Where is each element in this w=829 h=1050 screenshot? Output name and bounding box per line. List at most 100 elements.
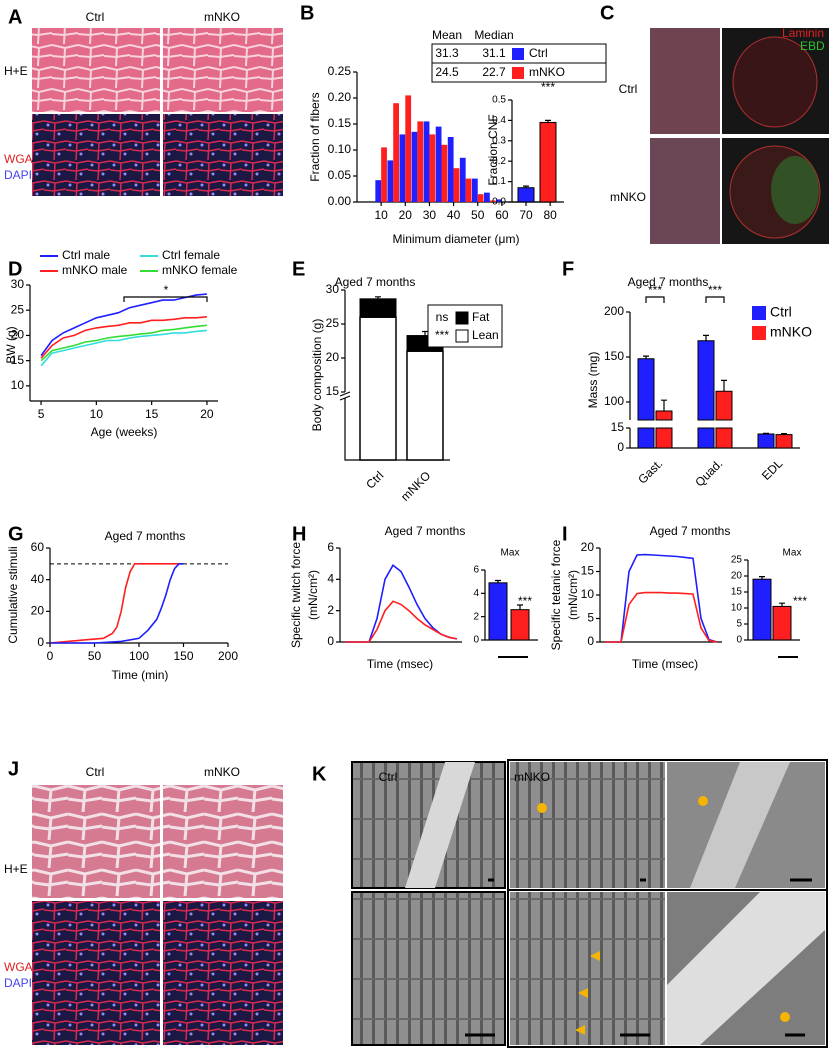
- x-tick-label: 50: [471, 208, 485, 222]
- column-label: mNKO: [204, 765, 240, 779]
- y-tick-label: 0.15: [328, 116, 352, 130]
- bar: [441, 144, 448, 202]
- error-bar: [495, 579, 501, 583]
- column-label: Ctrl: [86, 10, 105, 24]
- panel-label: J: [8, 758, 19, 780]
- y-tick-label: 0.3: [492, 135, 506, 146]
- y-tick-label: 60: [31, 540, 45, 554]
- legend-label: Ctrl female: [162, 248, 220, 262]
- panel-label: A: [8, 6, 22, 28]
- y-tick-label: 5: [587, 611, 594, 625]
- panel-label: G: [8, 523, 24, 545]
- bar: [637, 358, 655, 449]
- image: [32, 901, 160, 1045]
- panel-label: B: [300, 2, 314, 24]
- series-line: [40, 324, 207, 362]
- y-tick-label: 10: [731, 603, 743, 614]
- bar: [775, 434, 793, 449]
- legend-label: mNKO female: [162, 263, 238, 277]
- y-tick-label: 25: [326, 316, 340, 330]
- stain-label: Laminin: [782, 26, 824, 40]
- y-tick-label: 100: [604, 394, 624, 408]
- y-tick-label: 20: [581, 540, 595, 554]
- y-tick-label: 15: [11, 353, 25, 367]
- x-tick-label: 100: [129, 649, 149, 663]
- stain-label: EBD: [800, 39, 825, 53]
- bar: [517, 187, 535, 203]
- legend-label: Lean: [472, 328, 499, 342]
- panel-label: D: [8, 258, 22, 280]
- error-bar: [545, 119, 551, 123]
- y-tick-label: 200: [604, 304, 624, 318]
- series-line: [345, 600, 458, 643]
- bar: [471, 178, 478, 202]
- y-tick-label: 0.5: [492, 95, 506, 106]
- column-label: mNKO: [204, 10, 240, 24]
- y-axis-title: Fraction of fibers: [308, 92, 322, 181]
- x-axis-title: Minimum diameter (μm): [393, 232, 520, 246]
- series-line: [49, 563, 184, 644]
- error-bar: [375, 296, 381, 299]
- image: [32, 114, 160, 196]
- legend-label: mNKO: [529, 65, 565, 79]
- x-tick-label: Ctrl: [363, 468, 386, 491]
- panel-labels: A B C D E F G H I J K: [8, 2, 614, 785]
- error-bar: [781, 433, 787, 435]
- bar: [399, 134, 406, 202]
- x-tick-label: 10: [374, 208, 388, 222]
- y-tick-label: 150: [604, 349, 624, 363]
- error-bar: [763, 432, 769, 434]
- x-axis-title: Age (weeks): [91, 425, 158, 439]
- chart-title: Aged 7 months: [628, 275, 709, 289]
- x-tick-label: 5: [38, 407, 45, 421]
- table-cell: 22.7: [482, 65, 506, 79]
- inset-title: Max: [501, 548, 520, 559]
- y-tick-label: 6: [473, 565, 479, 576]
- x-tick-label: 10: [90, 407, 104, 421]
- significance: ***: [793, 594, 807, 608]
- image: [163, 901, 283, 1045]
- x-tick-label: EDL: [759, 456, 786, 483]
- table-cell: 24.5: [435, 65, 459, 79]
- y-tick-label: 0.00: [328, 194, 352, 208]
- y-tick-label: 0.05: [328, 168, 352, 182]
- panel-label: K: [312, 763, 327, 785]
- bar: [477, 194, 484, 202]
- x-axis-title: Time (msec): [632, 657, 698, 671]
- y-tick-label: 0.2: [492, 156, 506, 167]
- x-axis-title: Time (msec): [367, 657, 433, 671]
- error-bar: [779, 602, 785, 607]
- error-bar: [643, 355, 649, 359]
- y-tick-label: 0: [587, 634, 594, 648]
- image-detail: [690, 762, 790, 888]
- bar: [459, 157, 466, 202]
- y-tick-label: 0.0: [492, 197, 506, 208]
- y-axis-title: Fraction CNF: [486, 114, 500, 185]
- asterisk: [780, 1012, 790, 1022]
- image-detail: [405, 762, 475, 888]
- y-tick-label: 40: [31, 572, 45, 586]
- y-tick-label: 20: [731, 571, 743, 582]
- table-header: Median: [474, 28, 513, 42]
- panel-k: Ctrl mNKO: [351, 759, 828, 1048]
- bar: [423, 121, 430, 202]
- y-tick-label: 25: [11, 302, 25, 316]
- bar: [757, 433, 775, 449]
- significance: ns: [436, 310, 449, 324]
- x-tick-label: 40: [447, 208, 461, 222]
- y-tick-label: 15: [611, 420, 625, 434]
- image: [510, 762, 665, 888]
- x-tick-label: 200: [218, 649, 238, 663]
- significance: ***: [708, 283, 722, 297]
- x-tick-label: 150: [173, 649, 193, 663]
- y-tick-label: 20: [326, 350, 340, 364]
- error-bar: [422, 330, 428, 336]
- row-label: H+E: [4, 862, 28, 876]
- y-tick-label: 2: [473, 611, 479, 622]
- significance: ***: [648, 283, 662, 297]
- bar: [539, 121, 557, 203]
- x-tick-label: 0: [47, 649, 54, 663]
- bar: [387, 160, 394, 202]
- bar: [465, 178, 472, 202]
- y-tick-label: 0: [736, 635, 742, 646]
